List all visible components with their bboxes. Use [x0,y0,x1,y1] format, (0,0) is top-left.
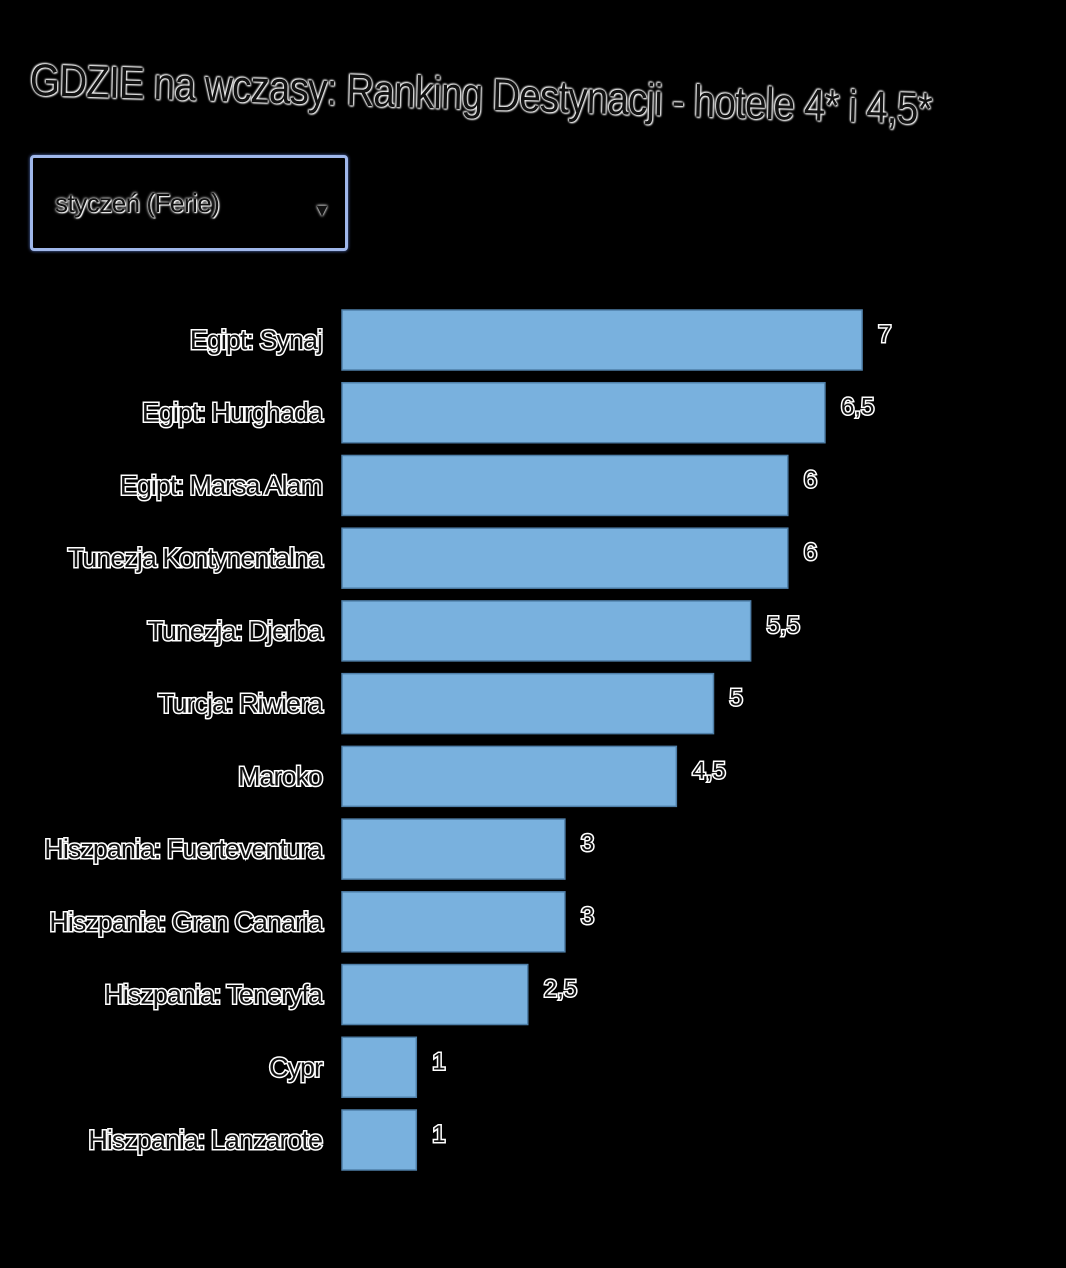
value-labels: 7 6,5 6 6 5,5 5 4,5 3 3 2,5 1 1 [431,320,893,1150]
bar [341,381,826,444]
period-dropdown[interactable]: styczeń (Ferie) ▼ [30,155,348,251]
category-label: Maroko [238,761,322,791]
value-label: 6 [804,466,817,493]
category-label: Hiszpania: Teneryfa [104,980,324,1010]
category-label: Cypr [269,1052,323,1082]
category-label: Egipt: Marsa Alam [120,470,322,500]
bar [341,963,529,1026]
category-label: Hiszpania: Lanzarote [88,1125,322,1155]
bar [341,600,752,662]
category-label: Tunezja: Djerba [147,616,324,646]
category-label: Hiszpania: Gran Canaria [49,907,324,937]
category-label: Turcja: Riwiera [158,689,324,719]
value-label: 5,5 [767,612,800,639]
value-label: 5 [730,685,743,712]
value-label: 2,5 [544,976,577,1003]
value-label: 1 [432,1121,445,1148]
value-label: 4,5 [692,757,725,784]
period-selected-value: styczeń (Ferie) [55,188,220,218]
category-label: Hiszpania: Fuerteventura [44,834,324,864]
bar [341,1036,418,1099]
value-label: 6 [804,539,817,566]
category-axis-labels: Egipt: Synaj Egipt: Hurghada Egipt: Marsa … [43,324,327,1157]
value-label: 7 [878,321,891,348]
category-label: Tunezja Kontynentalna [68,543,324,573]
bar [341,454,789,517]
bar [341,818,566,880]
category-label: Egipt: Hurghada [142,398,324,428]
bar [341,891,566,953]
value-label: 6,5 [841,394,874,421]
bar [341,672,715,735]
value-label: 3 [581,830,594,857]
bar-series [341,309,863,1171]
bar [341,309,863,371]
bar [341,745,678,808]
value-label: 3 [581,903,594,930]
bar [341,1109,418,1171]
chevron-down-icon: ▼ [313,200,331,220]
value-label: 1 [432,1048,445,1075]
category-label: Egipt: Synaj [190,325,322,355]
bar [341,527,789,589]
